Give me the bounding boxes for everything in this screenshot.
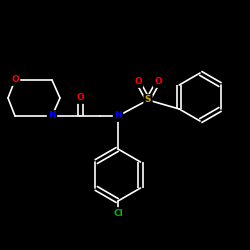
Text: Cl: Cl <box>113 208 123 218</box>
Text: N: N <box>48 112 56 120</box>
Text: N: N <box>114 112 122 120</box>
Text: O: O <box>76 94 84 102</box>
Text: S: S <box>145 96 151 104</box>
Text: O: O <box>11 76 19 84</box>
Text: O: O <box>154 78 162 86</box>
Text: O: O <box>134 78 142 86</box>
